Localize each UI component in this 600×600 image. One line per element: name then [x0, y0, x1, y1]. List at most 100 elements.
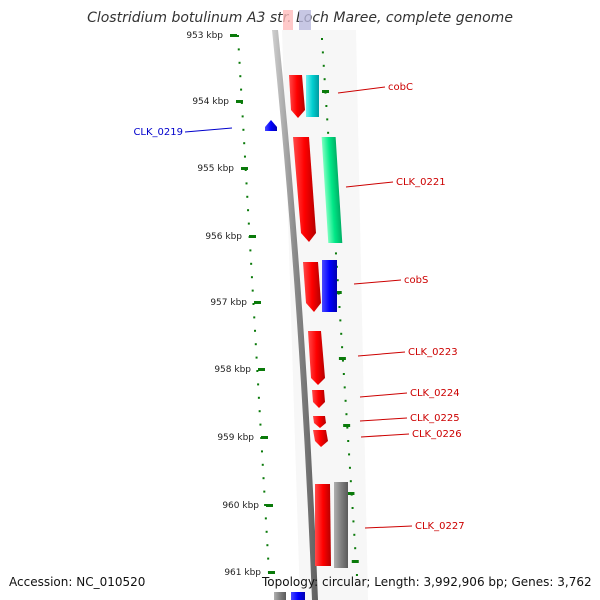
minor-tick — [237, 35, 239, 37]
minor-tick — [351, 507, 354, 509]
minor-tick — [352, 520, 355, 523]
gene-leader-line — [337, 86, 386, 94]
tick-label: 954 kbp — [192, 97, 229, 107]
minor-tick — [346, 426, 349, 429]
minor-tick — [342, 373, 345, 375]
feature-CLK_0221 — [293, 137, 343, 243]
gene-leader-line — [360, 433, 410, 438]
major-tick — [322, 90, 329, 93]
feature-CLK_0226 — [313, 430, 328, 447]
tick-label: 956 kbp — [205, 232, 242, 242]
minor-tick — [237, 48, 240, 51]
minor-tick — [243, 142, 246, 145]
tick-label: 958 kbp — [214, 365, 251, 375]
major-tick — [338, 357, 346, 360]
major-tick — [241, 167, 248, 170]
minor-tick — [265, 530, 268, 533]
minor-tick — [255, 356, 258, 359]
minor-tick — [355, 574, 358, 576]
minor-tick — [249, 249, 252, 252]
minor-tick — [321, 51, 324, 54]
gene-leader-line — [353, 279, 402, 285]
minor-tick — [254, 329, 257, 332]
gene-label[interactable]: cobC — [388, 82, 413, 93]
gene-labels: cobC CLK_0219 CLK_0221 cobS CLK_0223 CLK_0224… — [133, 82, 464, 532]
minor-tick — [340, 332, 343, 335]
feature-CLK_0225 — [313, 416, 326, 428]
minor-tick — [336, 279, 339, 282]
minor-tick — [327, 131, 330, 134]
minor-tick — [247, 222, 250, 225]
gene-label[interactable]: CLK_0219 — [133, 127, 183, 138]
gene-leader-line — [364, 525, 413, 529]
minor-tick — [343, 386, 346, 389]
feature-CLK_0219 — [265, 120, 277, 131]
gene-label[interactable]: CLK_0221 — [396, 177, 446, 188]
accession-text: Accession: NC_010520 — [9, 575, 146, 589]
minor-tick — [322, 64, 325, 67]
minor-tick — [323, 78, 326, 81]
major-tick — [261, 436, 268, 439]
minor-tick — [321, 38, 323, 40]
tick-label: 960 kbp — [222, 501, 259, 511]
gene-leader-line — [345, 181, 394, 188]
minor-tick — [341, 346, 344, 349]
minor-tick — [262, 477, 265, 480]
minor-tick — [338, 306, 341, 308]
minor-tick — [251, 289, 254, 292]
minor-tick — [347, 440, 350, 442]
tick-label: 957 kbp — [210, 298, 247, 308]
minor-tick — [348, 466, 351, 469]
major-tick — [268, 571, 275, 574]
gene-leader-line — [359, 417, 408, 422]
tick-label: 955 kbp — [197, 164, 234, 174]
gene-label[interactable]: CLK_0224 — [410, 388, 460, 399]
minor-tick — [246, 195, 249, 198]
feature-faded-top — [299, 10, 311, 30]
minor-tick — [259, 423, 262, 426]
gene-label[interactable]: CLK_0225 — [410, 413, 460, 424]
minor-tick — [254, 343, 257, 346]
feature-partial-bottom — [274, 592, 286, 600]
minor-tick — [258, 410, 261, 413]
minor-tick — [250, 276, 253, 279]
gene-label[interactable]: CLK_0223 — [408, 347, 458, 358]
minor-tick — [334, 252, 337, 255]
feature-CLK_0224 — [312, 390, 325, 408]
major-tick — [249, 235, 256, 238]
minor-tick — [345, 413, 348, 416]
major-tick — [254, 301, 261, 304]
major-tick — [266, 504, 273, 507]
minor-tick — [326, 118, 329, 121]
gene-label[interactable]: cobS — [404, 275, 428, 286]
major-tick — [347, 492, 355, 495]
minor-tick — [247, 209, 250, 212]
genome-backbone — [272, 30, 318, 600]
minor-tick — [257, 383, 260, 386]
major-tick — [351, 560, 359, 563]
minor-tick — [353, 533, 356, 536]
major-tick — [230, 34, 237, 37]
gene-label[interactable]: CLK_0227 — [415, 521, 465, 532]
tick-label: 953 kbp — [186, 31, 223, 41]
feature-partial-bottom — [291, 592, 305, 600]
minor-tick — [264, 504, 267, 506]
minor-tick — [239, 75, 242, 78]
topology-text: Topology: circular; Length: 3,992,906 bp… — [262, 575, 592, 589]
minor-tick — [241, 115, 244, 118]
minor-tick — [348, 453, 351, 456]
minor-tick — [256, 370, 259, 372]
minor-tick — [325, 105, 328, 107]
gene-label[interactable]: CLK_0226 — [412, 429, 462, 440]
feature-cobC — [289, 75, 319, 118]
minor-tick — [354, 547, 357, 550]
minor-tick — [349, 480, 352, 483]
minor-tick — [266, 544, 269, 547]
tick-group: 953 kbp 954 kbp 955 kbp 956 kbp 957 kbp 958 k… — [186, 31, 359, 578]
gene-leader-line — [359, 392, 408, 398]
minor-tick — [257, 396, 260, 399]
feature-faded-top — [283, 10, 293, 30]
tick-label: 961 kbp — [224, 568, 261, 578]
minor-tick — [261, 463, 264, 466]
